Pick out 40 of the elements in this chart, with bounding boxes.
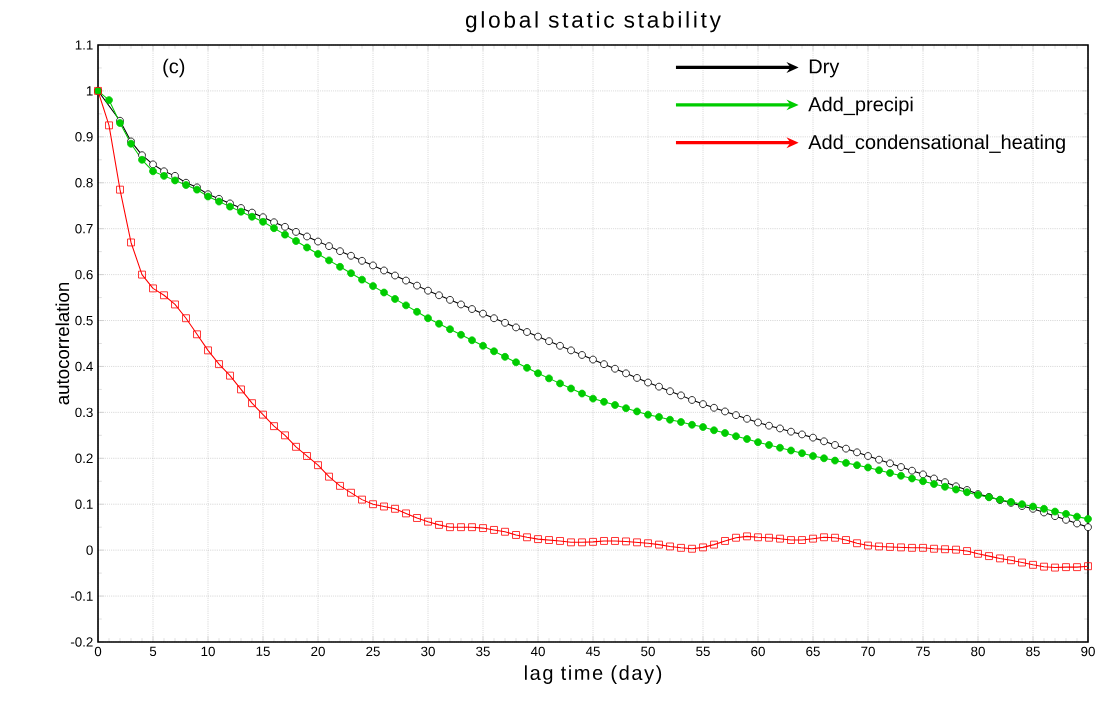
y-tick-label: 0.5 [75, 315, 93, 326]
y-tick-label: 0.9 [75, 132, 93, 142]
y-tick-label: 0.7 [75, 223, 93, 234]
y-tick-label: 0.8 [75, 178, 93, 188]
y-tick-label: 0.6 [75, 269, 93, 280]
x-tick-label: 75 [916, 646, 930, 656]
x-tick-label: 70 [861, 646, 875, 657]
y-tick-label: 0.4 [75, 361, 93, 372]
x-tick-label: 65 [806, 646, 820, 657]
x-tick-label: 55 [696, 646, 710, 656]
x-tick-label: 90 [1081, 646, 1095, 657]
x-tick-label: 0 [94, 646, 102, 657]
x-tick-label: 30 [421, 646, 435, 657]
x-tick-label: 80 [971, 646, 985, 657]
chart-title: global static stability [465, 11, 721, 33]
y-tick-label: 1 [86, 86, 93, 96]
x-axis-title: lag time (day) [524, 665, 662, 684]
y-tick-label: 0.3 [75, 407, 93, 418]
x-tick-label: 50 [641, 646, 655, 657]
x-tick-label: 35 [476, 646, 490, 657]
x-tick-label: 45 [585, 646, 600, 656]
y-tick-label: -0.1 [70, 591, 93, 601]
x-tick-label: 85 [1026, 646, 1040, 657]
legend-label: Dry [809, 59, 840, 78]
x-tick-label: 40 [530, 646, 545, 657]
x-tick-label: 15 [256, 646, 270, 656]
x-tick-label: 10 [201, 646, 215, 657]
x-tick-label: 25 [366, 646, 380, 657]
x-tick-label: 5 [149, 646, 157, 656]
legend-label: Add_condensational_heating [808, 134, 1065, 154]
y-tick-label: 0 [86, 545, 93, 555]
x-tick-label: 60 [751, 646, 765, 657]
legend-label: Add_precipi [808, 96, 913, 116]
x-tick-label: 20 [311, 646, 325, 657]
y-tick-label: 0.1 [75, 499, 93, 509]
y-tick-label: 0.2 [75, 453, 93, 464]
annotation: (c) [163, 58, 185, 78]
y-tick-label: 1.1 [75, 40, 93, 50]
y-tick-label: -0.2 [70, 637, 93, 647]
y-axis-title: autocorrelation [55, 282, 70, 405]
